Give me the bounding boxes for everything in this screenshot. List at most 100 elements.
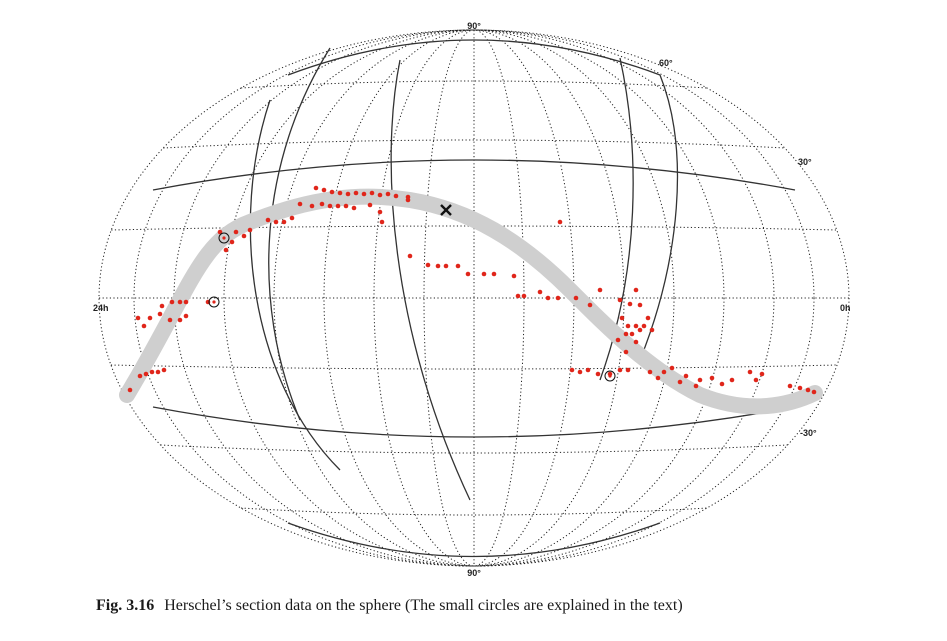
data-point xyxy=(577,369,583,375)
data-point xyxy=(149,369,155,375)
solid-latitude-minus-60 xyxy=(287,522,661,558)
data-point xyxy=(265,217,271,223)
data-point xyxy=(247,227,253,233)
data-point xyxy=(787,383,793,389)
data-point xyxy=(137,373,143,379)
data-point xyxy=(361,191,367,197)
data-point xyxy=(443,263,449,269)
data-point xyxy=(811,389,817,395)
data-point xyxy=(309,203,315,209)
data-point xyxy=(161,367,167,373)
data-point xyxy=(615,337,621,343)
data-point xyxy=(313,185,319,191)
data-point xyxy=(157,311,163,317)
data-point xyxy=(217,229,223,235)
data-point xyxy=(321,187,327,193)
data-point xyxy=(405,197,411,203)
data-point xyxy=(159,303,165,309)
data-point xyxy=(759,371,765,377)
data-point xyxy=(511,273,517,279)
solid-latitude-30 xyxy=(152,159,796,191)
data-point xyxy=(629,331,635,337)
data-point xyxy=(289,215,295,221)
data-point xyxy=(435,263,441,269)
data-point xyxy=(127,387,133,393)
small-circle-icon xyxy=(604,370,616,382)
galactic-plane-band xyxy=(119,188,823,415)
data-point xyxy=(625,367,631,373)
solid-meridian-curve xyxy=(639,74,679,361)
special-circled-points xyxy=(208,232,616,382)
data-point xyxy=(233,229,239,235)
meridian-line xyxy=(323,29,625,567)
data-point xyxy=(481,271,487,277)
figure-caption: Fig. 3.16 Herschel’s section data on the … xyxy=(96,597,916,615)
parallel-line xyxy=(163,139,785,149)
data-point xyxy=(379,219,385,225)
data-point xyxy=(143,371,149,377)
data-point xyxy=(351,205,357,211)
solid-coordinate-grid xyxy=(152,39,796,558)
data-point xyxy=(335,203,341,209)
data-point xyxy=(369,190,375,196)
label-lat-30: 30° xyxy=(798,157,812,167)
data-point xyxy=(649,327,655,333)
data-point xyxy=(641,323,647,329)
data-point xyxy=(683,373,689,379)
data-point xyxy=(805,387,811,393)
data-point xyxy=(617,367,623,373)
data-point xyxy=(241,233,247,239)
data-point xyxy=(515,293,521,299)
data-point xyxy=(425,262,431,268)
data-point xyxy=(633,323,639,329)
data-point xyxy=(169,299,175,305)
data-point xyxy=(367,202,373,208)
data-point xyxy=(697,377,703,383)
data-point xyxy=(545,295,551,301)
circled-data-point xyxy=(608,374,612,378)
data-point xyxy=(627,301,633,307)
data-point xyxy=(455,263,461,269)
data-point xyxy=(729,377,735,383)
solid-latitude-60 xyxy=(287,39,661,76)
data-point xyxy=(623,331,629,337)
data-point xyxy=(709,375,715,381)
hammer-projection-sphere-diagram: 90° 90° 60° 30° -30° 24h 0h xyxy=(93,21,851,578)
data-point xyxy=(677,379,683,385)
data-point xyxy=(167,317,173,323)
data-point xyxy=(623,349,629,355)
circled-data-point xyxy=(212,300,216,304)
small-circle-icon xyxy=(208,296,220,308)
data-point xyxy=(633,339,639,345)
data-point xyxy=(177,299,183,305)
data-point xyxy=(797,385,803,391)
parallel-line xyxy=(160,444,788,454)
data-point xyxy=(587,302,593,308)
circled-data-point xyxy=(222,236,226,240)
data-point xyxy=(177,317,183,323)
data-point xyxy=(637,302,643,308)
data-point xyxy=(595,371,601,377)
solid-meridian-curve xyxy=(390,59,471,501)
data-point xyxy=(329,189,335,195)
data-point xyxy=(465,271,471,277)
data-point xyxy=(637,327,643,333)
data-point xyxy=(747,369,753,375)
label-south-pole: 90° xyxy=(467,568,481,578)
data-point xyxy=(625,323,631,329)
label-ra-24h: 24h xyxy=(93,303,109,313)
data-point xyxy=(273,219,279,225)
data-point xyxy=(407,253,413,259)
data-point xyxy=(135,315,141,321)
data-point xyxy=(537,289,543,295)
label-lat-minus-30: -30° xyxy=(800,428,817,438)
meridian-line xyxy=(273,29,675,567)
data-point xyxy=(555,295,561,301)
solid-latitude-minus-30 xyxy=(152,406,796,438)
data-point xyxy=(597,287,603,293)
data-point xyxy=(645,315,651,321)
data-point xyxy=(229,239,235,245)
figure-number: Fig. 3.16 xyxy=(96,597,155,614)
data-point xyxy=(141,323,147,329)
meridian-line xyxy=(173,29,775,567)
